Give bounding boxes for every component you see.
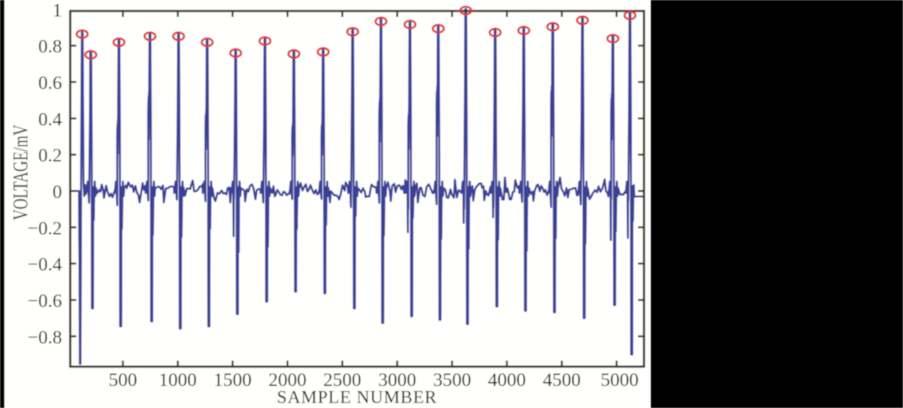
svg-text:−0.2: −0.2 (28, 218, 62, 239)
svg-text:4000: 4000 (488, 370, 526, 391)
svg-text:0.4: 0.4 (38, 109, 62, 130)
svg-text:3500: 3500 (433, 370, 471, 391)
svg-text:SAMPLE NUMBER: SAMPLE NUMBER (277, 387, 437, 407)
svg-text:VOLTAGE/mV: VOLTAGE/mV (9, 125, 32, 221)
svg-text:0.8: 0.8 (38, 37, 62, 58)
svg-text:−0.6: −0.6 (28, 291, 62, 312)
svg-text:1000: 1000 (159, 370, 197, 391)
svg-text:0.2: 0.2 (38, 146, 62, 167)
svg-text:0: 0 (53, 182, 63, 203)
svg-text:2000: 2000 (269, 370, 307, 391)
svg-text:−0.4: −0.4 (28, 255, 63, 276)
svg-text:5000: 5000 (601, 370, 639, 391)
svg-text:3000: 3000 (378, 370, 416, 391)
svg-text:0.6: 0.6 (38, 73, 62, 94)
svg-text:2500: 2500 (323, 370, 361, 391)
svg-text:−0.8: −0.8 (28, 327, 62, 348)
svg-text:1: 1 (53, 0, 63, 21)
svg-text:4500: 4500 (543, 370, 581, 391)
svg-text:500: 500 (109, 370, 138, 391)
svg-text:1500: 1500 (214, 370, 252, 391)
